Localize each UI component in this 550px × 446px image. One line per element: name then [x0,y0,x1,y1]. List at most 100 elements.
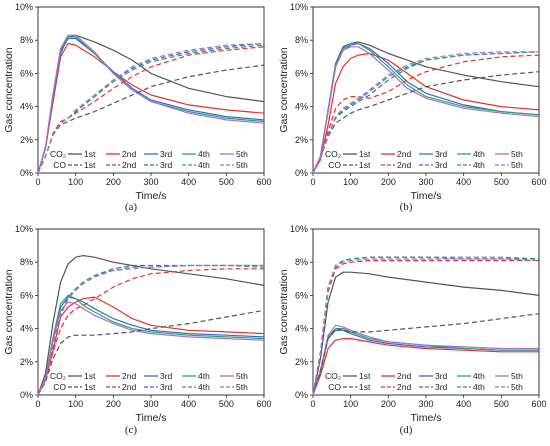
legend-group-label: CO₂ [50,149,66,159]
x-tick-label: 500 [219,399,234,409]
series-line-co-2nd [37,46,265,174]
x-tick-label: 100 [68,399,83,409]
y-axis-title: Gas concentration [3,269,15,354]
legend-entry-label: 2nd [397,371,411,381]
panel-label: (b) [400,201,413,213]
x-axis-title: Time/s [135,412,166,424]
legend-group-label: CO₂ [325,149,341,159]
legend-entry-label: 5th [236,160,248,170]
y-tick-label: 4% [295,324,308,334]
y-tick-label: 2% [295,135,308,145]
legend-entry-label: 3rd [435,160,448,170]
x-tick-label: 0 [310,177,315,187]
legend-entry-label: 5th [236,149,248,159]
chart-panel-4: 0 100 200 300 400 500 600 0% 2% 4% 6% 8% 10% Time/s Ga… [278,224,547,436]
x-tick-label: 600 [531,177,546,187]
x-tick-label: 200 [106,399,121,409]
y-tick-label: 0% [20,168,33,178]
legend-entry-label: 5th [236,371,248,381]
x-tick-label: 300 [143,399,158,409]
chart-panel-1: 0 100 200 300 400 500 600 0% 2% 4% 6% 8% 10% Time/s Ga… [3,2,272,213]
series-line-co2-2nd [312,338,539,396]
y-tick-label: 0% [20,390,33,400]
x-tick-label: 300 [418,399,433,409]
legend-entry-label: 4th [473,160,485,170]
y-tick-label: 4% [20,324,33,334]
x-tick-label: 100 [68,177,83,187]
legend: CO₂ 1st 2nd 3rd 4th 5th CO 1st 2nd 3rd 4th 5th [325,149,523,170]
legend-group-label: CO₂ [325,371,341,381]
x-tick-label: 300 [143,177,158,187]
x-tick-label: 600 [256,177,271,187]
y-tick-label: 10% [290,2,308,12]
legend-entry-label: 2nd [397,149,411,159]
y-tick-label: 2% [20,135,33,145]
legend-entry-label: 2nd [122,149,136,159]
x-axis-title: Time/s [135,190,166,202]
legend-entry-label: 1st [359,371,371,381]
x-tick-label: 200 [381,399,396,409]
x-tick-label: 600 [256,399,271,409]
x-tick-label: 0 [310,399,315,409]
legend-entry-label: 3rd [160,382,173,392]
legend-entry-label: 4th [473,382,485,392]
x-tick-label: 0 [35,399,40,409]
x-tick-label: 600 [531,399,546,409]
y-tick-label: 2% [20,357,33,367]
series-line-co-5th [312,51,539,174]
legend-group-label: CO [328,382,341,392]
y-tick-label: 6% [20,68,33,78]
legend-entry-label: 4th [473,371,485,381]
series-line-co-1st [312,71,540,174]
legend-group-label: CO [53,382,66,392]
legend-entry-label: 1st [84,149,96,159]
x-tick-label: 400 [456,399,471,409]
y-tick-label: 8% [20,257,33,267]
legend: CO₂ 1st 2nd 3rd 4th 5th CO 1st 2nd 3rd 4th 5th [325,371,523,392]
x-tick-label: 100 [343,177,358,187]
legend-entry-label: 1st [359,149,371,159]
legend-entry-label: 4th [198,149,210,159]
y-tick-label: 10% [15,2,33,12]
series-line-co2-2nd [37,296,265,396]
series-line-co2-5th [312,324,539,396]
legend-entry-label: 1st [84,371,96,381]
x-tick-label: 200 [106,177,121,187]
y-tick-label: 6% [20,290,33,300]
y-tick-label: 8% [295,257,308,267]
x-tick-label: 500 [494,399,509,409]
series-line-co2-2nd [37,42,265,174]
legend-entry-label: 4th [198,371,210,381]
legend-entry-label: 3rd [160,149,173,159]
legend-entry-label: 2nd [122,160,136,170]
chart-panel-3: 0 100 200 300 400 500 600 0% 2% 4% 6% 8% 10% Time/s Ga… [3,224,272,436]
legend-entry-label: 3rd [435,149,448,159]
legend-entry-label: 5th [236,382,248,392]
x-tick-label: 500 [219,177,234,187]
x-tick-label: 300 [418,177,433,187]
legend-entry-label: 4th [198,382,210,392]
y-tick-label: 8% [20,35,33,45]
panel-label: (c) [125,424,138,436]
series-line-co-2nd [37,268,264,396]
legend-entry-label: 3rd [160,371,173,381]
y-tick-label: 6% [295,290,308,300]
series-line-co-5th [37,42,265,174]
legend-entry-label: 4th [473,149,485,159]
y-tick-label: 2% [295,357,308,367]
panel-label: (d) [400,424,413,436]
x-tick-label: 0 [35,177,40,187]
legend-group-label: CO [328,160,341,170]
legend: CO₂ 1st 2nd 3rd 4th 5th CO 1st 2nd 3rd 4th 5th [50,371,248,392]
y-tick-label: 8% [295,35,308,45]
legend-entry-label: 3rd [435,382,448,392]
series-line-co2-2nd [312,52,540,174]
series-line-co2-5th [37,34,265,174]
legend-entry-label: 2nd [122,382,136,392]
series-line-co-1st [37,309,265,396]
x-tick-label: 200 [381,177,396,187]
x-tick-label: 400 [456,177,471,187]
y-axis-title: Gas concentration [278,47,290,132]
legend-group-label: CO [53,160,66,170]
